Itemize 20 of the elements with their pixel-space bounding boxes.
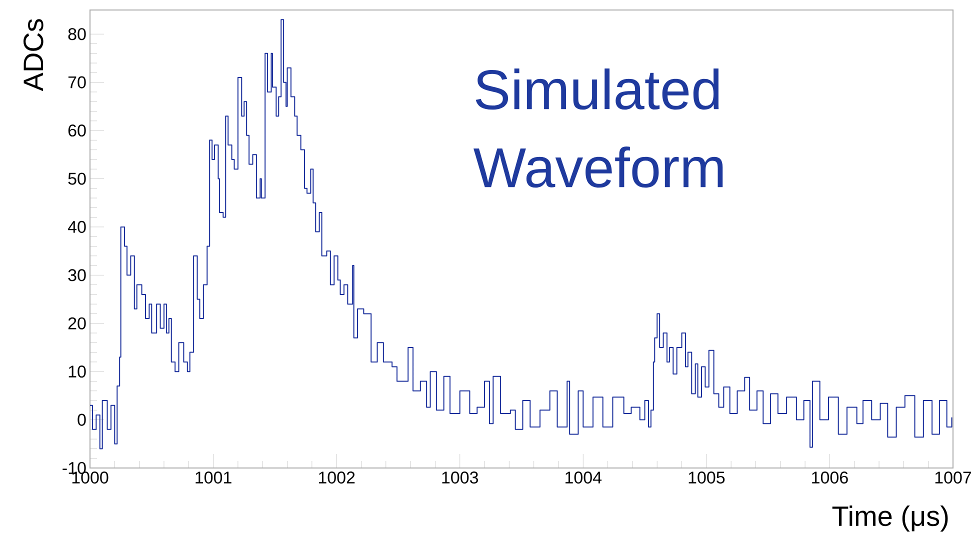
y-tick-label: 30 [68, 269, 86, 282]
y-tick-label: 20 [68, 317, 86, 330]
y-axis-title: ADCs [24, 19, 44, 92]
x-tick-label: 1007 [935, 472, 972, 484]
y-tick-label: 10 [68, 366, 86, 378]
x-tick-label: 1000 [72, 472, 108, 484]
x-tick-label: 1006 [812, 472, 848, 484]
y-tick-label: 0 [78, 414, 86, 426]
y-tick-label: 80 [68, 28, 86, 40]
x-tick-label: 1004 [566, 472, 602, 484]
y-tick-label: 70 [68, 76, 86, 88]
y-tick-label: 50 [68, 172, 86, 185]
x-tick-label: 1003 [442, 472, 478, 484]
x-tick-label: 1005 [688, 472, 725, 484]
y-tick-label: 60 [68, 124, 86, 137]
x-tick-label: 1002 [318, 472, 355, 484]
y-tick-label: 40 [68, 220, 86, 233]
x-axis-title: Time (μs) [832, 506, 948, 532]
x-tick-label: 1001 [196, 472, 232, 484]
annotation: Simulated Waveform [474, 68, 723, 188]
